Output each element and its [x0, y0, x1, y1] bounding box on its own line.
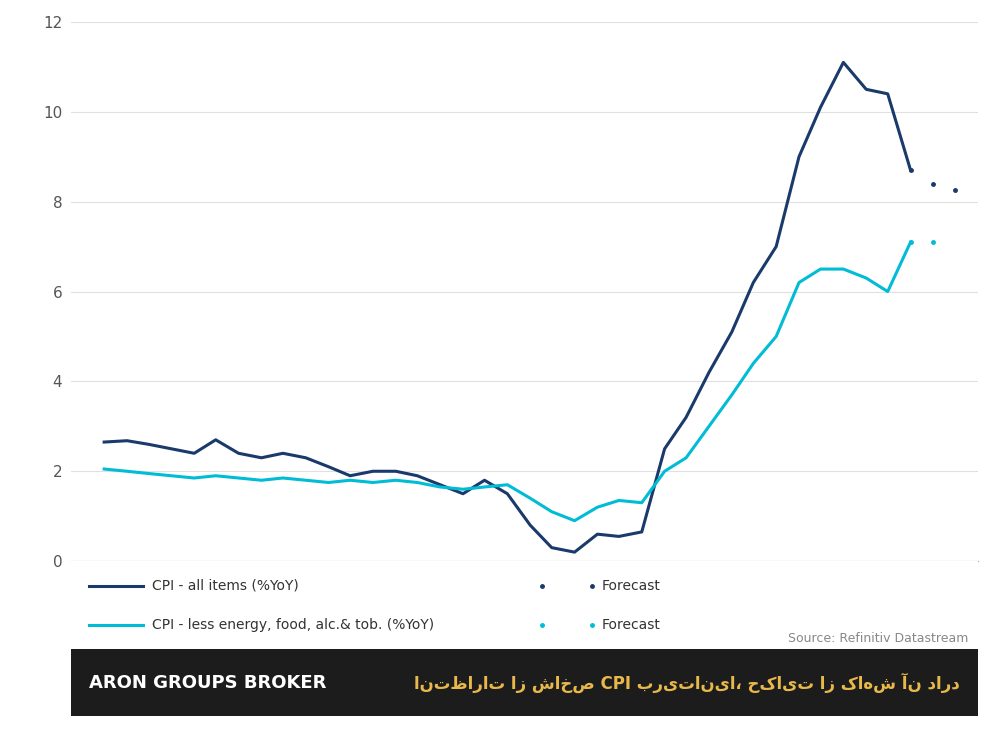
Text: Forecast: Forecast	[601, 618, 660, 632]
Text: CPI - less energy, food, alc.& tob. (%YoY): CPI - less energy, food, alc.& tob. (%Yo…	[152, 618, 434, 632]
Text: Source: Refinitiv Datastream: Source: Refinitiv Datastream	[788, 632, 969, 645]
Text: Forecast: Forecast	[601, 579, 660, 593]
Text: ARON GROUPS BROKER: ARON GROUPS BROKER	[89, 674, 326, 692]
Text: CPI - all items (%YoY): CPI - all items (%YoY)	[152, 579, 299, 593]
Text: انتظارات از شاخص CPI بریتانیا، حکایت از کاهش آن دارد: انتظارات از شاخص CPI بریتانیا، حکایت از …	[414, 673, 960, 693]
